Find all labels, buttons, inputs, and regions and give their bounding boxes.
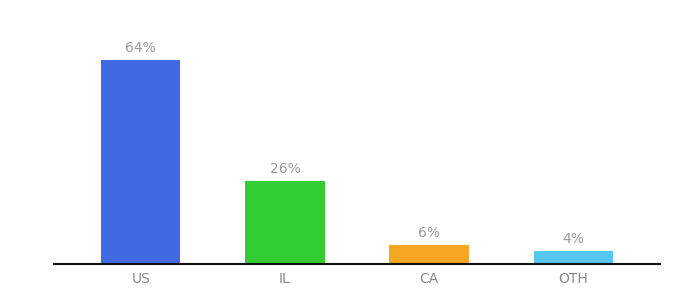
- Bar: [534, 251, 613, 264]
- Text: 4%: 4%: [562, 232, 584, 246]
- Text: 6%: 6%: [418, 226, 440, 240]
- Text: 26%: 26%: [269, 162, 301, 176]
- Bar: [245, 181, 324, 264]
- Bar: [390, 245, 469, 264]
- Bar: [101, 60, 180, 264]
- Text: 64%: 64%: [126, 41, 156, 55]
